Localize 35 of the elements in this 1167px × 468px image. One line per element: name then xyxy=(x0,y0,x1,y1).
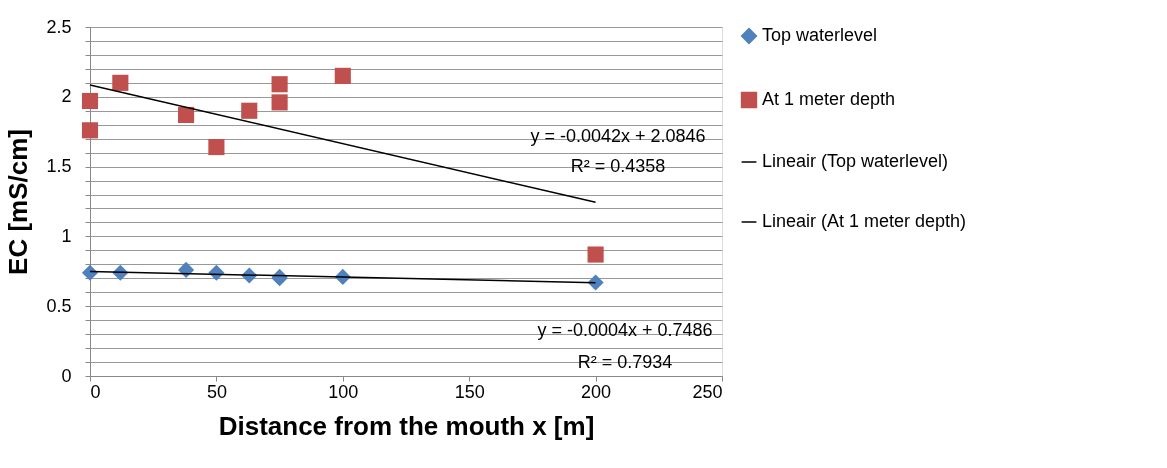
annotation: y = -0.0004x + 0.7486 xyxy=(537,320,713,340)
point xyxy=(241,102,258,119)
point xyxy=(81,122,99,139)
point xyxy=(178,106,195,124)
y-tick-label: 1.5 xyxy=(46,156,72,177)
point xyxy=(208,138,225,156)
x-tick-label: 250 xyxy=(692,381,723,402)
y-tick-label: 0.5 xyxy=(46,295,72,316)
x-tick-label: 100 xyxy=(328,381,359,402)
x-tick-label: 0 xyxy=(90,381,101,402)
annotation: y = -0.0042x + 2.0846 xyxy=(530,126,706,146)
legend-label: Lineair (Top waterlevel) xyxy=(762,151,949,171)
legend-label: Lineair (At 1 meter depth) xyxy=(762,211,967,231)
y-tick-label: 2 xyxy=(61,86,72,107)
point xyxy=(112,74,129,91)
point xyxy=(587,246,604,263)
point xyxy=(334,67,351,84)
point xyxy=(587,274,604,291)
annotation: R² = 0.4358 xyxy=(570,156,666,176)
x-tick-label: 200 xyxy=(581,381,612,402)
point xyxy=(271,76,288,93)
y-tick-label: 1 xyxy=(61,225,72,246)
y-tick-label: 2.5 xyxy=(46,16,72,37)
x-tick-label: 50 xyxy=(206,381,227,402)
point xyxy=(178,261,195,278)
annotation: R² = 0.7934 xyxy=(577,352,673,372)
x-tick-label: 150 xyxy=(454,381,485,402)
point xyxy=(81,264,99,281)
point xyxy=(81,92,99,110)
x-axis-title: Distance from the mouth x [m] xyxy=(218,410,595,441)
point xyxy=(271,94,288,111)
y-tick-label: 0 xyxy=(61,365,72,386)
y-axis-title: EC [mS/cm] xyxy=(3,129,34,275)
legend-label: Top waterlevel xyxy=(762,25,878,45)
legend-label: At 1 meter depth xyxy=(762,89,896,109)
